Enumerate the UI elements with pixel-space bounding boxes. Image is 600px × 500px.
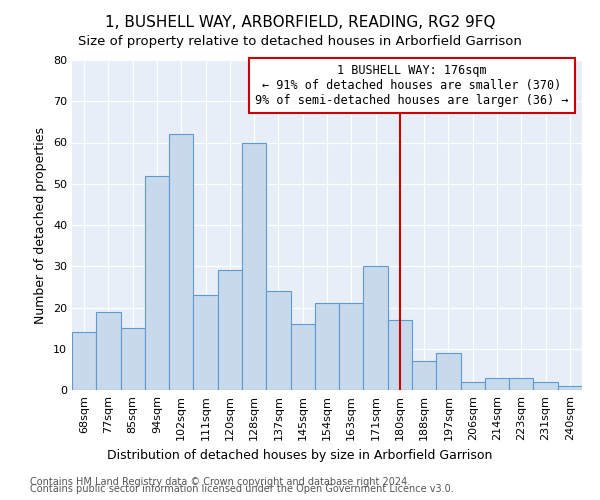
Bar: [436, 353, 461, 390]
Bar: [290, 324, 315, 390]
Text: 1 BUSHELL WAY: 176sqm
← 91% of detached houses are smaller (370)
9% of semi-deta: 1 BUSHELL WAY: 176sqm ← 91% of detached …: [255, 64, 569, 107]
Text: Contains HM Land Registry data © Crown copyright and database right 2024.: Contains HM Land Registry data © Crown c…: [30, 477, 410, 487]
Bar: [485, 378, 509, 390]
Text: Distribution of detached houses by size in Arborfield Garrison: Distribution of detached houses by size …: [107, 448, 493, 462]
Text: 1, BUSHELL WAY, ARBORFIELD, READING, RG2 9FQ: 1, BUSHELL WAY, ARBORFIELD, READING, RG2…: [105, 15, 495, 30]
Bar: [364, 266, 388, 390]
Bar: [388, 320, 412, 390]
Bar: [242, 142, 266, 390]
Bar: [315, 304, 339, 390]
Bar: [169, 134, 193, 390]
Bar: [121, 328, 145, 390]
Bar: [412, 361, 436, 390]
Y-axis label: Number of detached properties: Number of detached properties: [34, 126, 47, 324]
Bar: [266, 291, 290, 390]
Bar: [218, 270, 242, 390]
Text: Contains public sector information licensed under the Open Government Licence v3: Contains public sector information licen…: [30, 484, 454, 494]
Bar: [533, 382, 558, 390]
Bar: [96, 312, 121, 390]
Bar: [339, 304, 364, 390]
Text: Size of property relative to detached houses in Arborfield Garrison: Size of property relative to detached ho…: [78, 35, 522, 48]
Bar: [461, 382, 485, 390]
Bar: [72, 332, 96, 390]
Bar: [558, 386, 582, 390]
Bar: [145, 176, 169, 390]
Bar: [509, 378, 533, 390]
Bar: [193, 295, 218, 390]
